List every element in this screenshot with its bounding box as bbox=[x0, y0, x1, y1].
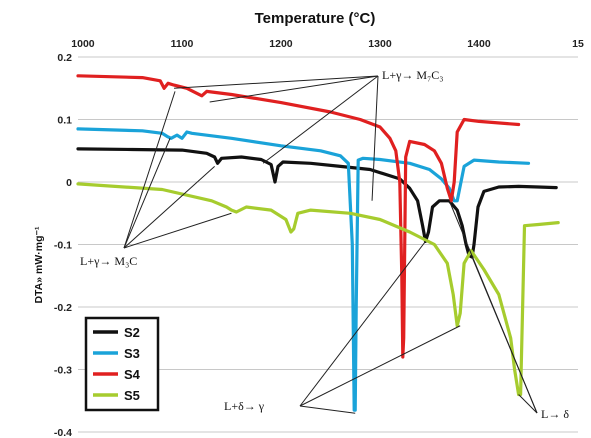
annotation-label: L→ δ bbox=[541, 407, 569, 421]
x-tick-label: 15 bbox=[572, 38, 584, 50]
annotation-arrows bbox=[123, 75, 538, 414]
annotation-label: L+δ→ γ bbox=[224, 399, 265, 413]
y-tick-label: -0.4 bbox=[54, 427, 72, 438]
annotation-arrow bbox=[209, 75, 379, 103]
x-tick-label: 1300 bbox=[368, 38, 392, 50]
annotation-arrow bbox=[471, 256, 538, 414]
y-axis-ticks: 0.2 0.1 0 -0.1 -0.2 -0.3 -0.4 bbox=[54, 52, 72, 438]
series-line-s4 bbox=[76, 74, 521, 359]
annotations: L+γ→ M₇C₃ L+γ→ M₃C L+δ→ γ L→ δ bbox=[80, 68, 569, 421]
annotation-arrow bbox=[518, 394, 538, 414]
x-tick-label: 1100 bbox=[171, 38, 194, 50]
y-tick-label: -0.1 bbox=[54, 240, 72, 252]
y-tick-label: 0.1 bbox=[57, 115, 72, 127]
annotation-arrow bbox=[299, 325, 461, 407]
annotation-arrow bbox=[262, 75, 379, 164]
series-line-s3 bbox=[76, 127, 531, 412]
y-tick-label: 0.2 bbox=[57, 52, 72, 64]
annotation-arrow bbox=[371, 75, 379, 201]
y-tick-label: 0 bbox=[66, 177, 72, 189]
annotation-label: L+γ→ M₃C bbox=[80, 254, 137, 268]
legend-label-s4: S4 bbox=[124, 367, 141, 382]
annotation-label: L+γ→ M₇C₃ bbox=[382, 68, 443, 82]
series-line-s5 bbox=[76, 182, 560, 397]
annotation-arrow bbox=[299, 241, 426, 407]
annotation-arrow bbox=[123, 166, 215, 249]
x-tick-label: 1200 bbox=[269, 38, 293, 50]
x-tick-label: 1000 bbox=[71, 38, 95, 50]
series-lines bbox=[76, 74, 560, 412]
x-axis-ticks: 1000 1100 1200 1300 1400 15 bbox=[71, 38, 584, 50]
legend-label-s3: S3 bbox=[124, 346, 140, 361]
y-tick-label: -0.3 bbox=[54, 365, 72, 377]
x-tick-label: 1400 bbox=[467, 38, 491, 50]
legend-label-s2: S2 bbox=[124, 325, 140, 340]
annotation-arrow bbox=[123, 91, 176, 249]
y-axis-label: DTA» mW·mg⁻¹ bbox=[33, 226, 45, 304]
legend: S2 S3 S4 S5 bbox=[84, 316, 160, 412]
legend-label-s5: S5 bbox=[124, 388, 140, 403]
annotation-arrow bbox=[123, 212, 232, 249]
chart-title: Temperature (°C) bbox=[255, 10, 376, 27]
annotation-arrow bbox=[299, 405, 356, 414]
annotation-arrow bbox=[123, 138, 171, 249]
series-line-s2 bbox=[76, 147, 558, 259]
y-tick-label: -0.2 bbox=[54, 302, 72, 314]
annotation-arrow bbox=[174, 75, 379, 89]
